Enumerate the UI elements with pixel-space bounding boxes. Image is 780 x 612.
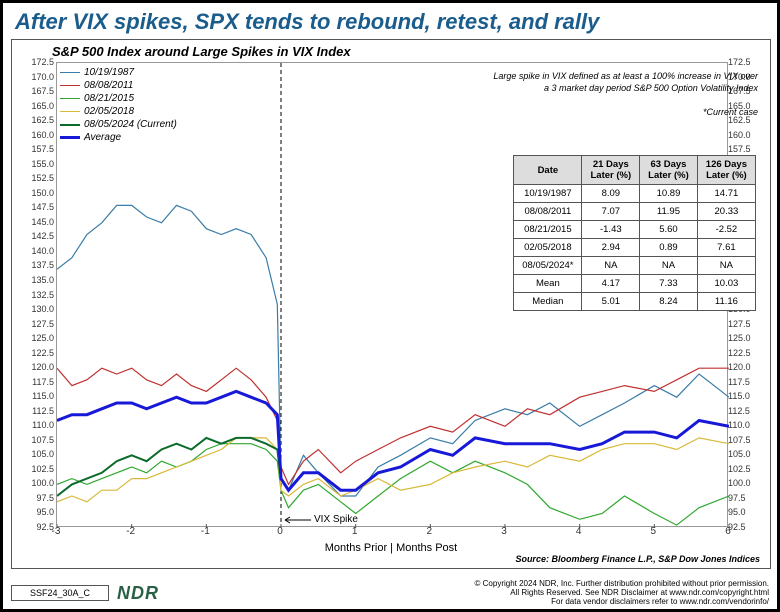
source-text: Source: Bloomberg Finance L.P., S&P Dow … — [515, 554, 760, 564]
chart-code: SSF24_30A_C — [11, 585, 109, 601]
y-axis-left: 92.595.097.5100.0102.5105.0107.5110.0112… — [22, 62, 54, 527]
outer-frame: After VIX spikes, SPX tends to rebound, … — [0, 0, 780, 612]
copyright-text: © Copyright 2024 NDR, Inc. Further distr… — [475, 579, 769, 607]
ndr-logo: NDR — [117, 583, 159, 604]
chart-title: S&P 500 Index around Large Spikes in VIX… — [52, 44, 351, 59]
footer: SSF24_30A_C NDR © Copyright 2024 NDR, In… — [11, 579, 769, 607]
vix-spike-label: VIX Spike — [314, 514, 358, 525]
x-axis: -3-2-10123456 — [56, 526, 728, 540]
x-axis-label: Months Prior | Months Post — [12, 542, 770, 554]
chart-frame: S&P 500 Index around Large Spikes in VIX… — [11, 39, 771, 569]
legend: 10/19/198708/08/201108/21/201502/05/2018… — [60, 66, 177, 144]
returns-table: Date21 DaysLater (%)63 DaysLater (%)126 … — [513, 155, 756, 311]
page-title: After VIX spikes, SPX tends to rebound, … — [11, 9, 769, 35]
chart-note: Large spike in VIX defined as at least a… — [458, 70, 758, 118]
